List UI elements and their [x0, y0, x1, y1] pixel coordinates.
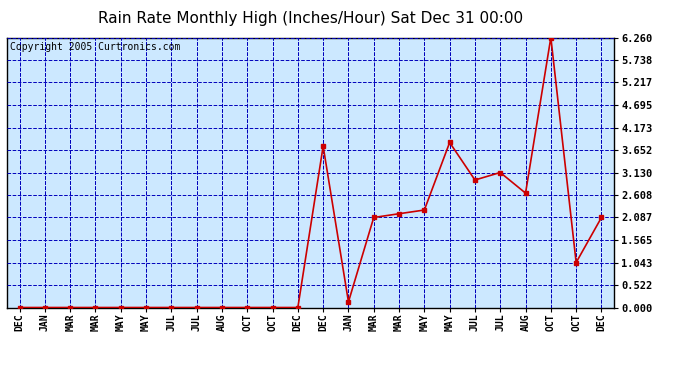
Text: Rain Rate Monthly High (Inches/Hour) Sat Dec 31 00:00: Rain Rate Monthly High (Inches/Hour) Sat… — [98, 11, 523, 26]
Text: Copyright 2005 Curtronics.com: Copyright 2005 Curtronics.com — [10, 42, 180, 51]
